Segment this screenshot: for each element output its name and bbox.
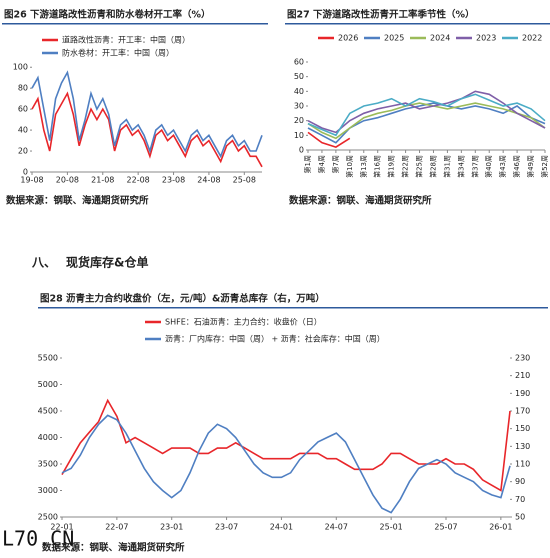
title-underline bbox=[285, 23, 550, 25]
y2-tick-label: 90 bbox=[515, 477, 525, 486]
x-tick-label: 第28周 bbox=[428, 155, 437, 178]
x-tick-label: 23-07 bbox=[215, 523, 238, 532]
y-tick-label: 60 bbox=[18, 105, 28, 114]
title-underline bbox=[38, 307, 548, 309]
y-tick-label: 0 bbox=[23, 168, 28, 177]
y2-tick-label: 50 bbox=[515, 513, 525, 522]
x-tick-label: 第19周 bbox=[387, 155, 396, 178]
x-tick-label: 25-07 bbox=[434, 523, 457, 532]
x-tick-label: 22-08 bbox=[127, 176, 150, 185]
series-line bbox=[307, 90, 546, 134]
title-underline bbox=[2, 23, 268, 25]
x-tick-label: 第46周 bbox=[512, 155, 521, 178]
y-tick-label: 5500 bbox=[38, 354, 58, 363]
x-tick-label: 第22周 bbox=[401, 155, 410, 178]
series-line bbox=[61, 414, 511, 514]
y2-tick-label: 150 bbox=[515, 424, 530, 433]
y-tick-label: 5000 bbox=[38, 380, 58, 389]
x-tick-label: 第25周 bbox=[415, 155, 424, 178]
y2-tick-label: 110 bbox=[515, 460, 530, 469]
chart-title: 图26 下游道路改性沥青和防水卷材开工率（%） bbox=[4, 9, 211, 21]
series-line bbox=[307, 131, 351, 148]
y-tick-label: 3500 bbox=[38, 460, 58, 469]
x-tick-label: 第49周 bbox=[526, 155, 535, 178]
section-number: 八、 bbox=[31, 256, 56, 270]
y2-tick-label: 70 bbox=[515, 495, 525, 504]
y-tick-label: 0 bbox=[299, 146, 304, 155]
y-tick-label: 50 bbox=[294, 72, 304, 81]
x-tick-label: 19-08 bbox=[20, 176, 43, 185]
y-tick-label: 2500 bbox=[38, 513, 58, 522]
x-tick-label: 24-08 bbox=[197, 176, 220, 185]
y-tick-label: 100 bbox=[13, 63, 28, 72]
x-tick-label: 第43周 bbox=[498, 155, 507, 178]
y2-tick-label: 170 bbox=[515, 407, 530, 416]
source: 数据来源：钢联、海通期货研究所 bbox=[5, 195, 149, 207]
logo: L70.CN bbox=[2, 527, 74, 551]
legend-label: 2025 bbox=[384, 34, 404, 43]
x-tick-label: 25-01 bbox=[380, 523, 403, 532]
legend-label: 2026 bbox=[338, 34, 358, 43]
x-tick-label: 第34周 bbox=[456, 155, 465, 178]
y-tick-label: 4000 bbox=[38, 433, 58, 442]
legend-label: 2023 bbox=[476, 34, 496, 43]
y-tick-label: 20 bbox=[18, 147, 28, 156]
source: 数据来源：钢联、海通期货研究所 bbox=[288, 195, 432, 207]
section-title: 现货库存&仓单 bbox=[66, 255, 148, 270]
x-tick-label: 24-07 bbox=[325, 523, 348, 532]
y-tick-label: 3000 bbox=[38, 486, 58, 495]
x-tick-label: 23-01 bbox=[160, 523, 183, 532]
x-tick-label: 20-08 bbox=[56, 176, 79, 185]
x-tick-label: 22-07 bbox=[105, 523, 128, 532]
y2-tick-label: 130 bbox=[515, 442, 530, 451]
x-tick-label: 第13周 bbox=[359, 155, 368, 178]
chart-title: 图28 沥青主力合约收盘价（左，元/吨）&沥青总库存（右，万吨） bbox=[40, 293, 325, 305]
x-tick-label: 第40周 bbox=[484, 155, 493, 178]
legend-label: 道路改性沥青：开工率：中国（周） bbox=[62, 35, 190, 45]
source: 数据来源：钢联、海通期货研究所 bbox=[41, 542, 185, 554]
legend-label: 沥青：厂内库存：中国（周） + 沥青：社会库存：中国（周） bbox=[165, 334, 385, 344]
x-tick-label: 23-08 bbox=[162, 176, 185, 185]
x-tick-label: 第16周 bbox=[373, 155, 382, 178]
series-line bbox=[307, 93, 546, 137]
x-tick-label: 第1周 bbox=[303, 155, 312, 173]
y2-tick-label: 210 bbox=[515, 371, 530, 380]
legend-label: 防水卷材：开工率：中国（周） bbox=[62, 48, 174, 58]
y-tick-label: 20 bbox=[294, 116, 304, 125]
y-tick-label: 40 bbox=[294, 87, 304, 96]
x-tick-label: 第4周 bbox=[317, 155, 326, 173]
x-tick-label: 第31周 bbox=[442, 155, 451, 178]
y2-tick-label: 190 bbox=[515, 389, 530, 398]
y-tick-label: 60 bbox=[294, 58, 304, 67]
x-tick-label: 24-01 bbox=[270, 523, 293, 532]
series-line bbox=[31, 91, 263, 168]
chart-title: 图27 下游道路改性沥青开工率季节性（%） bbox=[287, 9, 475, 21]
y-tick-label: 4500 bbox=[38, 407, 58, 416]
legend-label: SHFE：石油沥青：主力合约：收盘价（日） bbox=[165, 317, 322, 327]
x-tick-label: 第37周 bbox=[470, 155, 479, 178]
x-tick-label: 25-08 bbox=[233, 176, 256, 185]
x-tick-label: 第7周 bbox=[331, 155, 340, 173]
legend-label: 2024 bbox=[430, 34, 450, 43]
y-tick-label: 10 bbox=[294, 131, 304, 140]
x-tick-label: 第10周 bbox=[345, 155, 354, 178]
y2-tick-label: 230 bbox=[515, 354, 530, 363]
series-line bbox=[307, 102, 546, 140]
x-tick-label: 第52周 bbox=[540, 155, 549, 178]
series-line bbox=[61, 398, 511, 492]
y-tick-label: 80 bbox=[18, 84, 28, 93]
legend-label: 2022 bbox=[522, 34, 542, 43]
series-line bbox=[31, 70, 263, 159]
y-tick-label: 30 bbox=[294, 102, 304, 111]
y-tick-label: 40 bbox=[18, 126, 28, 135]
x-tick-label: 22-01 bbox=[50, 523, 73, 532]
x-tick-label: 26-01 bbox=[489, 523, 512, 532]
x-tick-label: 21-08 bbox=[91, 176, 114, 185]
